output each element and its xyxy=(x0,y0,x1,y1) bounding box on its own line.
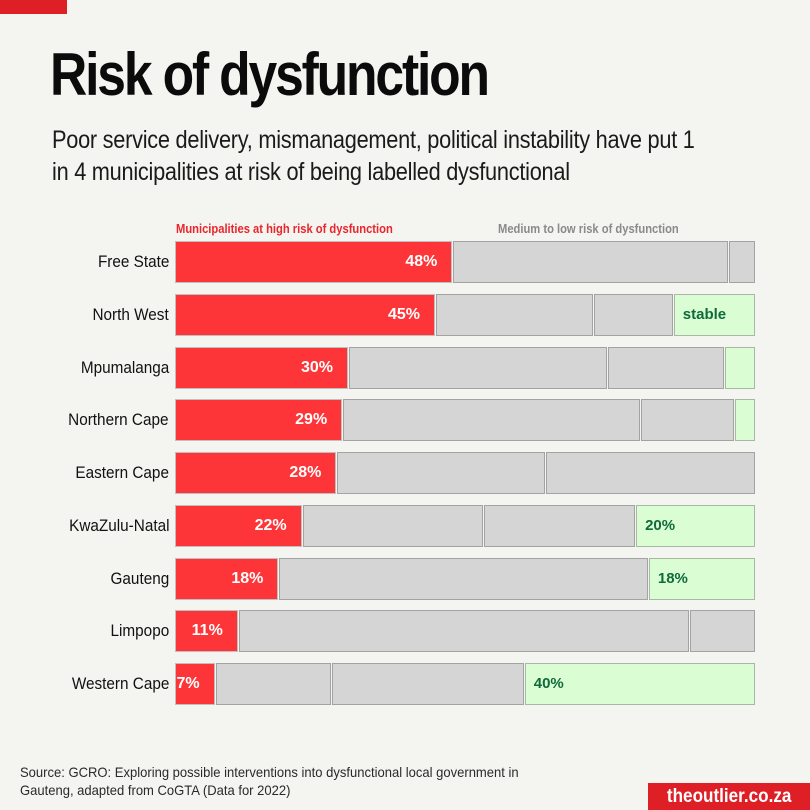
bar-segment-stable: stable xyxy=(673,293,755,336)
bar-segment-mid xyxy=(279,557,648,600)
bar-row: Western Cape 7% 40% xyxy=(0,663,810,705)
data-label: 7% xyxy=(176,675,200,692)
bar: 48% xyxy=(175,241,755,283)
data-label: 29% xyxy=(295,411,328,429)
bar-segment-high: 30% xyxy=(175,346,348,389)
category-label: Free State xyxy=(97,252,169,271)
bar-segment-mid xyxy=(729,241,755,283)
bar-segment-mid xyxy=(641,399,735,442)
bar-segment-stable xyxy=(725,346,755,389)
bar-row: Free State 48% xyxy=(0,241,810,283)
bar: 11% xyxy=(175,610,755,653)
bar-row: KwaZulu-Natal 22% 20% xyxy=(0,504,810,547)
legend-high-risk: Municipalities at high risk of dysfuncti… xyxy=(176,221,393,236)
bar-segment-mid xyxy=(690,610,755,653)
bar-segment-mid xyxy=(484,504,636,547)
category-label: North West xyxy=(92,304,169,324)
bar-segment-high: 11% xyxy=(175,610,238,653)
bar-segment-mid xyxy=(349,346,607,389)
top-accent-bar xyxy=(0,0,67,14)
bar: 29% xyxy=(175,399,755,442)
bar-segment-mid xyxy=(302,504,484,547)
bar-segment-mid xyxy=(436,293,593,336)
bar-segment-high: 7% xyxy=(175,663,215,705)
data-label: 48% xyxy=(405,253,438,270)
category-label: Limpopo xyxy=(110,621,169,641)
bar-segment-mid xyxy=(337,452,545,494)
chart-title: Risk of dysfunction xyxy=(50,41,490,108)
bar-row: Limpopo 11% xyxy=(0,610,810,653)
category-label: Gauteng xyxy=(110,568,169,588)
legend-medium-low-risk: Medium to low risk of dysfunction xyxy=(498,221,679,236)
bar: 22% 20% xyxy=(175,504,755,547)
bar-segment-mid xyxy=(453,241,729,283)
bar-row: North West 45% stable xyxy=(0,293,810,336)
bar-segment-high: 28% xyxy=(175,452,337,494)
brand-badge[interactable]: theoutlier.co.za xyxy=(648,783,810,810)
bar: 30% xyxy=(175,346,755,389)
bar-row: Northern Cape 29% xyxy=(0,399,810,442)
chart-subtitle: Poor service delivery, mismanagement, po… xyxy=(52,126,695,186)
bar-segment-stable xyxy=(735,399,755,442)
category-label: Mpumalanga xyxy=(80,357,169,377)
bar-segment-high: 29% xyxy=(175,399,343,442)
source-note: Source: GCRO: Exploring possible interve… xyxy=(20,764,519,798)
category-label: KwaZulu-Natal xyxy=(68,515,169,535)
bar-segment-mid xyxy=(331,663,524,705)
data-label: 18% xyxy=(231,569,264,587)
data-label: stable xyxy=(682,305,727,323)
data-label: 45% xyxy=(387,305,420,323)
bar: 18% 18% xyxy=(175,557,755,600)
bar-segment-mid xyxy=(593,293,673,336)
bar-segment-mid xyxy=(607,346,725,389)
data-label: 28% xyxy=(289,464,322,481)
bar-row: Eastern Cape 28% xyxy=(0,452,810,494)
bar-segment-high: 48% xyxy=(175,241,453,283)
bar: 28% xyxy=(175,452,755,494)
category-label: Eastern Cape xyxy=(75,463,169,482)
data-label: 11% xyxy=(191,622,223,640)
data-label: 30% xyxy=(300,358,333,376)
bar-segment-stable: 18% xyxy=(648,557,755,600)
bar: 45% stable xyxy=(175,293,755,336)
bar-segment-stable: 40% xyxy=(524,663,755,705)
bar-segment-mid xyxy=(545,452,755,494)
bar-segment-mid xyxy=(238,610,690,653)
bar-row: Gauteng 18% 18% xyxy=(0,557,810,600)
bar-segment-mid xyxy=(343,399,641,442)
data-label: 40% xyxy=(533,675,564,692)
category-label: Northern Cape xyxy=(68,410,169,430)
category-label: Western Cape xyxy=(71,674,169,693)
bar-segment-mid xyxy=(215,663,331,705)
bar-segment-high: 45% xyxy=(175,293,435,336)
brand-text: theoutlier.co.za xyxy=(666,786,792,807)
data-label: 18% xyxy=(657,569,688,587)
bar: 7% 40% xyxy=(175,663,755,705)
bar-segment-high: 18% xyxy=(175,557,279,600)
bar-row: Mpumalanga 30% xyxy=(0,346,810,389)
data-label: 22% xyxy=(254,516,287,534)
data-label: 20% xyxy=(645,516,676,534)
bar-segment-high: 22% xyxy=(175,504,302,547)
bar-segment-stable: 20% xyxy=(636,504,755,547)
